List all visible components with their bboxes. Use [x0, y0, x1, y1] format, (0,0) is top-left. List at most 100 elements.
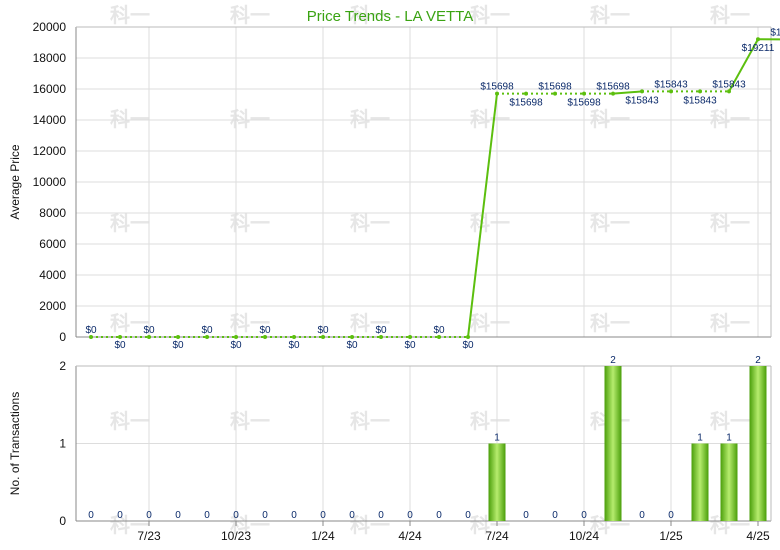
tx-ytick-label: 2 [59, 359, 66, 373]
tx-xtick-label: 7/24 [485, 529, 509, 543]
price-point-13 [466, 335, 470, 339]
price-data-label-9: $0 [346, 340, 358, 351]
price-data-label-6: $0 [259, 325, 271, 336]
watermark-30: 科一 [110, 513, 150, 537]
price-data-label-5: $0 [230, 340, 242, 351]
tx-xtick-label: 10/24 [569, 529, 599, 543]
price-ytick-label: 20000 [33, 20, 67, 34]
price-point-2 [147, 335, 151, 339]
price-point-22 [727, 89, 731, 94]
price-data-label-23: $19211 [742, 43, 775, 54]
tx-xtick-label: 4/24 [398, 529, 422, 543]
price-data-label-21: $15843 [683, 95, 717, 106]
watermark-13: 科一 [230, 211, 270, 235]
tx-bar-label-2: 0 [146, 510, 152, 521]
tx-ytick-label: 0 [59, 514, 66, 528]
price-data-label-14: $15698 [480, 82, 514, 93]
price-point-9 [350, 335, 354, 339]
price-point-1 [118, 335, 122, 339]
price-ytick-label: 4000 [39, 268, 66, 282]
price-point-16 [553, 91, 557, 96]
chart-title: Price Trends - LA VETTA [307, 8, 473, 25]
watermark-0: 科一 [110, 3, 150, 27]
tx-bar-label-13: 0 [465, 510, 471, 521]
watermark-14: 科一 [350, 211, 390, 235]
price-data-label-18: $15698 [596, 82, 630, 93]
price-data-label-15: $15698 [509, 98, 543, 109]
tx-bar-label-3: 0 [175, 510, 181, 521]
price-line-segment-18 [612, 90, 643, 95]
tx-ytick-label: 1 [59, 437, 66, 451]
price-data-label-4: $0 [201, 325, 213, 336]
price-data-label-19: $15843 [625, 95, 659, 106]
watermark-10: 科一 [590, 107, 630, 131]
price-data-label-12: $0 [433, 325, 445, 336]
tx-xtick-label: 1/25 [659, 529, 683, 543]
watermark-9: 科一 [470, 107, 510, 131]
tx-bar-label-7: 0 [291, 510, 297, 521]
price-point-5 [234, 335, 238, 339]
price-ytick-label: 12000 [33, 144, 67, 158]
tx-bar-label-19: 0 [639, 510, 645, 521]
price-point-20 [669, 89, 673, 94]
tx-bar-label-11: 0 [407, 510, 413, 521]
watermark-25: 科一 [230, 409, 270, 433]
price-data-label-8: $0 [317, 325, 329, 336]
tx-bar-label-22: 1 [726, 433, 732, 444]
price-point-8 [321, 335, 325, 339]
tx-xtick-label: 4/25 [746, 529, 770, 543]
price-line-panel: 0 2000 4000 6000 8000 10000 12000 14000 16000 180… [8, 20, 780, 351]
watermark-7: 科一 [230, 107, 270, 131]
price-data-label-13: $0 [462, 340, 474, 351]
transactions-bar-panel: 7/23 10/23 1/24 4/24 7/24 10/24 1/25 4/25 0 1 2 No.… [8, 355, 772, 543]
watermark-12: 科一 [110, 211, 150, 235]
tx-bar-14 [488, 443, 506, 521]
watermark-32: 科一 [350, 513, 390, 537]
price-point-3 [176, 335, 180, 339]
tx-bar-label-4: 0 [204, 510, 210, 521]
tx-bar-label-5: 0 [233, 510, 239, 521]
watermark-20: 科一 [350, 311, 390, 335]
watermark-26: 科一 [350, 409, 390, 433]
watermark-6: 科一 [110, 107, 150, 131]
tx-bar-label-17: 0 [581, 510, 587, 521]
price-point-0 [89, 335, 93, 339]
watermark-19: 科一 [230, 311, 270, 335]
price-ytick-label: 2000 [39, 299, 66, 313]
price-data-label-16: $15698 [538, 82, 572, 93]
price-data-label-24: $19203 [770, 27, 780, 38]
price-line-segment-13 [467, 93, 498, 338]
tx-bar-18 [604, 366, 622, 521]
price-ytick-label: 8000 [39, 206, 66, 220]
price-data-label-2: $0 [143, 325, 155, 336]
tx-bar-22 [720, 443, 738, 521]
watermark-27: 科一 [470, 409, 510, 433]
price-ytick-label: 6000 [39, 237, 66, 251]
price-ytick-label: 0 [59, 330, 66, 344]
watermark-17: 科一 [710, 211, 750, 235]
price-point-7 [292, 335, 296, 339]
price-data-label-7: $0 [288, 340, 300, 351]
watermark-22: 科一 [590, 311, 630, 335]
tx-bar-23 [749, 366, 767, 521]
tx-bar-label-10: 0 [378, 510, 384, 521]
watermark-1: 科一 [230, 3, 270, 27]
tx-bar-label-1: 0 [117, 510, 123, 521]
price-data-label-11: $0 [404, 340, 416, 351]
watermark-24: 科一 [110, 409, 150, 433]
watermark-5: 科一 [710, 3, 750, 27]
watermark-15: 科一 [470, 211, 510, 235]
watermark-31: 科一 [230, 513, 270, 537]
price-data-label-1: $0 [114, 340, 126, 351]
price-ytick-label: 14000 [33, 113, 67, 127]
tx-bar-label-9: 0 [349, 510, 355, 521]
watermark-4: 科一 [590, 3, 630, 27]
price-point-6 [263, 335, 267, 339]
watermark-11: 科一 [710, 107, 750, 131]
watermark-21: 科一 [470, 311, 510, 335]
tx-xtick-label: 10/23 [221, 529, 251, 543]
price-y-axis-title: Average Price [8, 144, 22, 219]
watermark-3: 科一 [470, 3, 510, 27]
tx-bar-label-15: 0 [523, 510, 529, 521]
